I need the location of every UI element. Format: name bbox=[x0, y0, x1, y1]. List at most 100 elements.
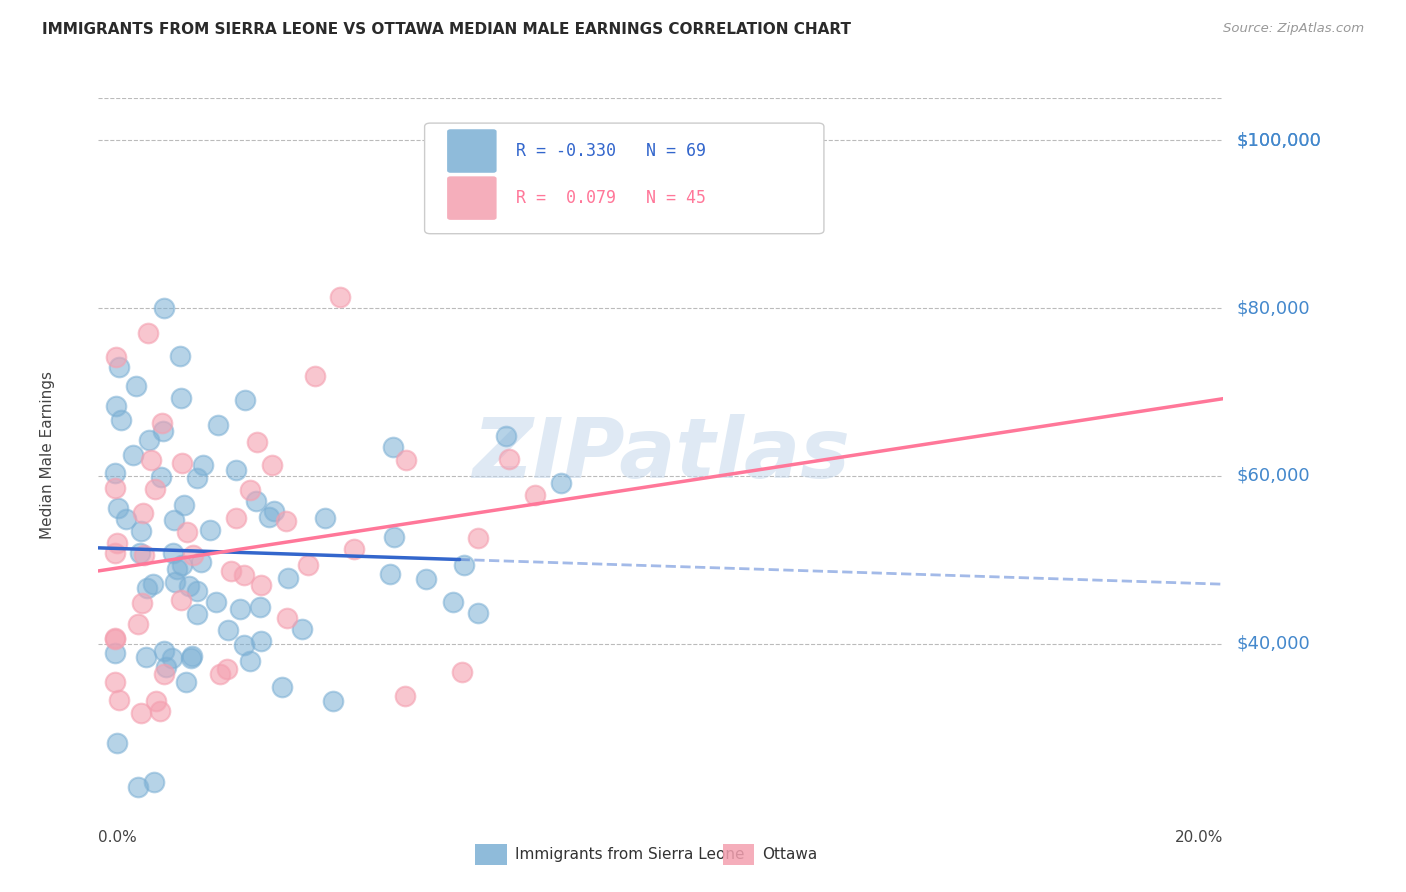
Point bbox=[149, 470, 172, 484]
Point bbox=[232, 638, 254, 652]
Point bbox=[129, 706, 152, 720]
Point bbox=[170, 558, 193, 573]
Text: R =  0.079   N = 45: R = 0.079 N = 45 bbox=[516, 189, 706, 207]
Point bbox=[174, 675, 197, 690]
Point bbox=[233, 568, 256, 582]
Text: Immigrants from Sierra Leone: Immigrants from Sierra Leone bbox=[515, 847, 744, 862]
FancyBboxPatch shape bbox=[447, 129, 496, 173]
Point bbox=[219, 565, 242, 579]
Point bbox=[125, 379, 148, 393]
Point bbox=[382, 530, 405, 544]
Point bbox=[204, 595, 226, 609]
Point bbox=[143, 482, 166, 496]
Point bbox=[103, 632, 125, 646]
Point bbox=[246, 435, 269, 450]
Point bbox=[110, 413, 132, 427]
Point bbox=[142, 775, 165, 789]
Point bbox=[107, 359, 129, 374]
Point bbox=[115, 512, 138, 526]
Point bbox=[170, 593, 193, 607]
Point bbox=[453, 558, 475, 573]
Point bbox=[217, 624, 239, 638]
Point bbox=[136, 581, 159, 595]
Text: $100,000: $100,000 bbox=[1237, 131, 1322, 149]
Point bbox=[105, 736, 128, 750]
FancyBboxPatch shape bbox=[425, 123, 824, 234]
Point bbox=[104, 399, 127, 413]
Point bbox=[467, 531, 489, 545]
Point bbox=[239, 483, 262, 497]
Text: ZIPatlas: ZIPatlas bbox=[472, 415, 849, 495]
Point bbox=[382, 440, 405, 454]
Point bbox=[169, 349, 191, 363]
Point bbox=[149, 704, 172, 718]
Point bbox=[260, 458, 283, 473]
Text: Ottawa: Ottawa bbox=[762, 847, 817, 862]
Point bbox=[162, 651, 184, 665]
Point bbox=[129, 524, 152, 539]
Point bbox=[322, 694, 344, 708]
Point bbox=[136, 326, 159, 340]
FancyBboxPatch shape bbox=[447, 177, 496, 219]
Point bbox=[105, 536, 128, 550]
Text: $40,000: $40,000 bbox=[1237, 635, 1310, 653]
Point bbox=[314, 510, 336, 524]
Point bbox=[233, 392, 256, 407]
Point bbox=[153, 301, 176, 315]
Bar bbox=[723, 844, 754, 865]
Bar bbox=[475, 844, 506, 865]
Point bbox=[132, 506, 155, 520]
Point bbox=[166, 562, 188, 576]
Point bbox=[193, 458, 215, 472]
Point bbox=[198, 524, 221, 538]
Point bbox=[152, 425, 174, 439]
Point bbox=[142, 577, 165, 591]
Point bbox=[495, 429, 517, 443]
Point bbox=[141, 453, 163, 467]
Point bbox=[271, 680, 294, 694]
Point bbox=[394, 690, 416, 704]
Point bbox=[229, 602, 252, 616]
Point bbox=[153, 667, 176, 681]
Point bbox=[225, 511, 247, 525]
Point bbox=[162, 546, 184, 560]
Point bbox=[524, 488, 547, 502]
Point bbox=[209, 667, 232, 681]
Point bbox=[249, 600, 271, 615]
Text: IMMIGRANTS FROM SIERRA LEONE VS OTTAWA MEDIAN MALE EARNINGS CORRELATION CHART: IMMIGRANTS FROM SIERRA LEONE VS OTTAWA M… bbox=[42, 22, 851, 37]
Point bbox=[415, 572, 437, 586]
Text: $100,000: $100,000 bbox=[1237, 131, 1322, 149]
Point bbox=[274, 514, 297, 528]
Point bbox=[190, 555, 212, 569]
Point bbox=[276, 611, 298, 625]
Point bbox=[180, 648, 202, 663]
Text: R = -0.330   N = 69: R = -0.330 N = 69 bbox=[516, 142, 706, 160]
Point bbox=[304, 368, 326, 383]
Point bbox=[103, 675, 125, 690]
Point bbox=[103, 546, 125, 560]
Point bbox=[176, 525, 198, 540]
Point bbox=[186, 471, 208, 485]
Point bbox=[150, 416, 173, 430]
Point bbox=[245, 494, 267, 508]
Point bbox=[155, 660, 177, 674]
Text: $60,000: $60,000 bbox=[1237, 467, 1310, 485]
Point bbox=[263, 504, 285, 518]
Point bbox=[103, 482, 125, 496]
Point bbox=[297, 558, 319, 573]
Point bbox=[135, 650, 157, 665]
Point bbox=[129, 546, 152, 560]
Point bbox=[328, 289, 350, 303]
Point bbox=[225, 463, 247, 477]
Point bbox=[170, 456, 193, 470]
Point bbox=[291, 622, 314, 636]
Point bbox=[395, 453, 418, 467]
Point bbox=[127, 616, 149, 631]
Point bbox=[105, 350, 128, 364]
Point bbox=[343, 541, 366, 556]
Point bbox=[186, 607, 208, 622]
Point bbox=[107, 500, 129, 515]
Point bbox=[183, 548, 205, 562]
Point bbox=[186, 584, 208, 599]
Point bbox=[103, 646, 125, 660]
